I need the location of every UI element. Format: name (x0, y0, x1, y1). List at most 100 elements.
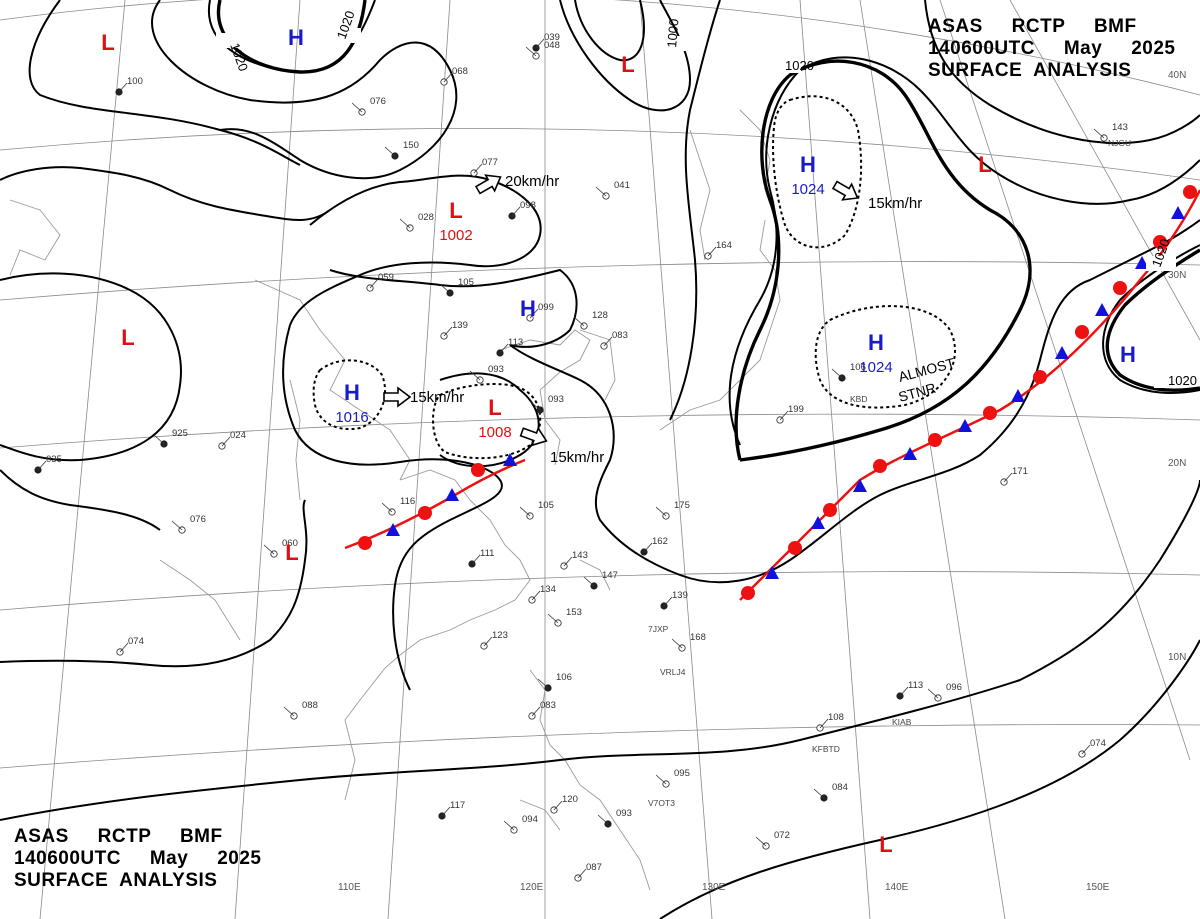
warm-front-mark (788, 541, 802, 555)
isobar-label-bg (216, 33, 246, 48)
motion-speed: 15km/hr (868, 195, 922, 212)
isobar-label-bg (1154, 373, 1184, 388)
station-value: 113 (908, 680, 923, 691)
station-id: 7JXP (648, 624, 669, 634)
system-pressure: 1024 (859, 359, 892, 376)
station-value: 153 (566, 607, 582, 618)
station-value: 094 (522, 814, 538, 825)
wind-barb (171, 520, 183, 531)
station-value: 128 (592, 310, 608, 321)
wind-barb (499, 343, 509, 354)
system-pressure: 1008 (478, 424, 511, 441)
wind-barb (577, 868, 587, 879)
wind-barb (263, 544, 275, 555)
isobar-label-bg (662, 36, 692, 51)
wind-barb (529, 308, 539, 319)
wind-barb (831, 368, 843, 379)
wind-barb (1093, 128, 1105, 139)
isobar-label: 1020 (1168, 373, 1197, 388)
system-letter: H (288, 25, 304, 50)
station-value: 175 (674, 500, 690, 511)
station-value: 139 (452, 320, 468, 331)
lon-label: 120E (520, 882, 544, 893)
warm-front-mark (418, 506, 432, 520)
station-value: 028 (418, 212, 434, 223)
wind-barb (663, 596, 673, 607)
header-bottom: ASAS RCTP BMF 140600UTC May 2025 SURFACE A… (14, 826, 261, 892)
wind-barb (531, 706, 541, 717)
cold-front-mark (958, 419, 972, 432)
motion-vectors: 20km/hr 15km/hr 15km/hr 15km/hr (383, 173, 922, 466)
arrow-shape (519, 426, 548, 447)
high-pressure-center: H (288, 25, 304, 50)
wind-barb (37, 460, 47, 471)
low-pressure-center: L (121, 325, 134, 350)
isobar-label-bg (771, 58, 801, 73)
motion-arrow (831, 180, 859, 201)
wind-barb (603, 336, 613, 347)
station-value: 164 (716, 240, 732, 251)
warm-front-mark (983, 406, 997, 420)
system-pressure: 1024 (791, 181, 824, 198)
station-value: 111 (480, 548, 494, 559)
cold-front-mark (1095, 303, 1109, 316)
station-value: 105 (538, 500, 554, 511)
wind-barb (443, 326, 453, 337)
station-value: 059 (378, 272, 394, 283)
wind-barb (153, 434, 165, 445)
wind-barb (597, 814, 609, 825)
station-value: 123 (492, 630, 508, 641)
station-value: 199 (788, 404, 804, 415)
station-value: 113 (508, 337, 523, 348)
low-pressure-center: L (101, 30, 114, 55)
station-value: 100 (127, 76, 143, 87)
station-id: NJGU (1108, 138, 1131, 148)
isobar-label-bg (331, 28, 361, 43)
wind-barb (537, 678, 549, 689)
wind-barb (511, 206, 521, 217)
system-letter: H (1120, 342, 1136, 367)
wind-barb (535, 38, 545, 49)
wind-barb (529, 400, 541, 411)
station-values: 100 076 068 150 077 028 098 041 059 105 139 093 113 1… (46, 32, 1128, 873)
wind-barb (547, 613, 559, 624)
system-pressure: 1016 (335, 409, 368, 426)
station-id: V7OT3 (648, 798, 675, 808)
station-value: 117 (450, 800, 465, 811)
low-pressure-center: L (879, 832, 892, 857)
system-letter: L (621, 52, 634, 77)
station-value: 116 (400, 496, 415, 507)
station-value: 108 (828, 712, 844, 723)
arrow-shape (831, 180, 859, 201)
wind-barb (469, 370, 481, 381)
warm-front-mark (1033, 370, 1047, 384)
isobar-label-bg (1146, 256, 1176, 271)
wind-barb (119, 642, 129, 653)
station-value: 106 (556, 672, 572, 683)
wind-barb (118, 82, 128, 93)
wind-barb (221, 436, 231, 447)
cold-front-mark (903, 447, 917, 460)
station-value: 060 (282, 538, 298, 549)
wind-barb (473, 163, 483, 174)
station-value: 095 (674, 768, 690, 779)
station-id: VRLJ4 (660, 667, 686, 677)
wind-barb (655, 506, 667, 517)
wind-barb (755, 836, 767, 847)
system-letter: L (488, 395, 501, 420)
wind-barb (553, 800, 563, 811)
station-value: 076 (370, 96, 386, 107)
arrow-shape (474, 174, 502, 195)
header-line3: SURFACE ANALYSIS (928, 60, 1132, 81)
wind-barb (1081, 744, 1091, 755)
wind-barb (1003, 472, 1013, 483)
wind-barb (525, 46, 537, 57)
low-pressure-center: L 1002 (439, 198, 472, 244)
cold-front-mark (853, 479, 867, 492)
wind-barb (441, 806, 451, 817)
station-ids: VRLJ4 7JXP KFBTD KIAB V7OT3 KBD NJGU (648, 138, 1131, 808)
wind-barb (531, 590, 541, 601)
lon-label: 140E (885, 882, 909, 893)
wind-barb (443, 72, 453, 83)
station-value: 093 (488, 364, 504, 375)
